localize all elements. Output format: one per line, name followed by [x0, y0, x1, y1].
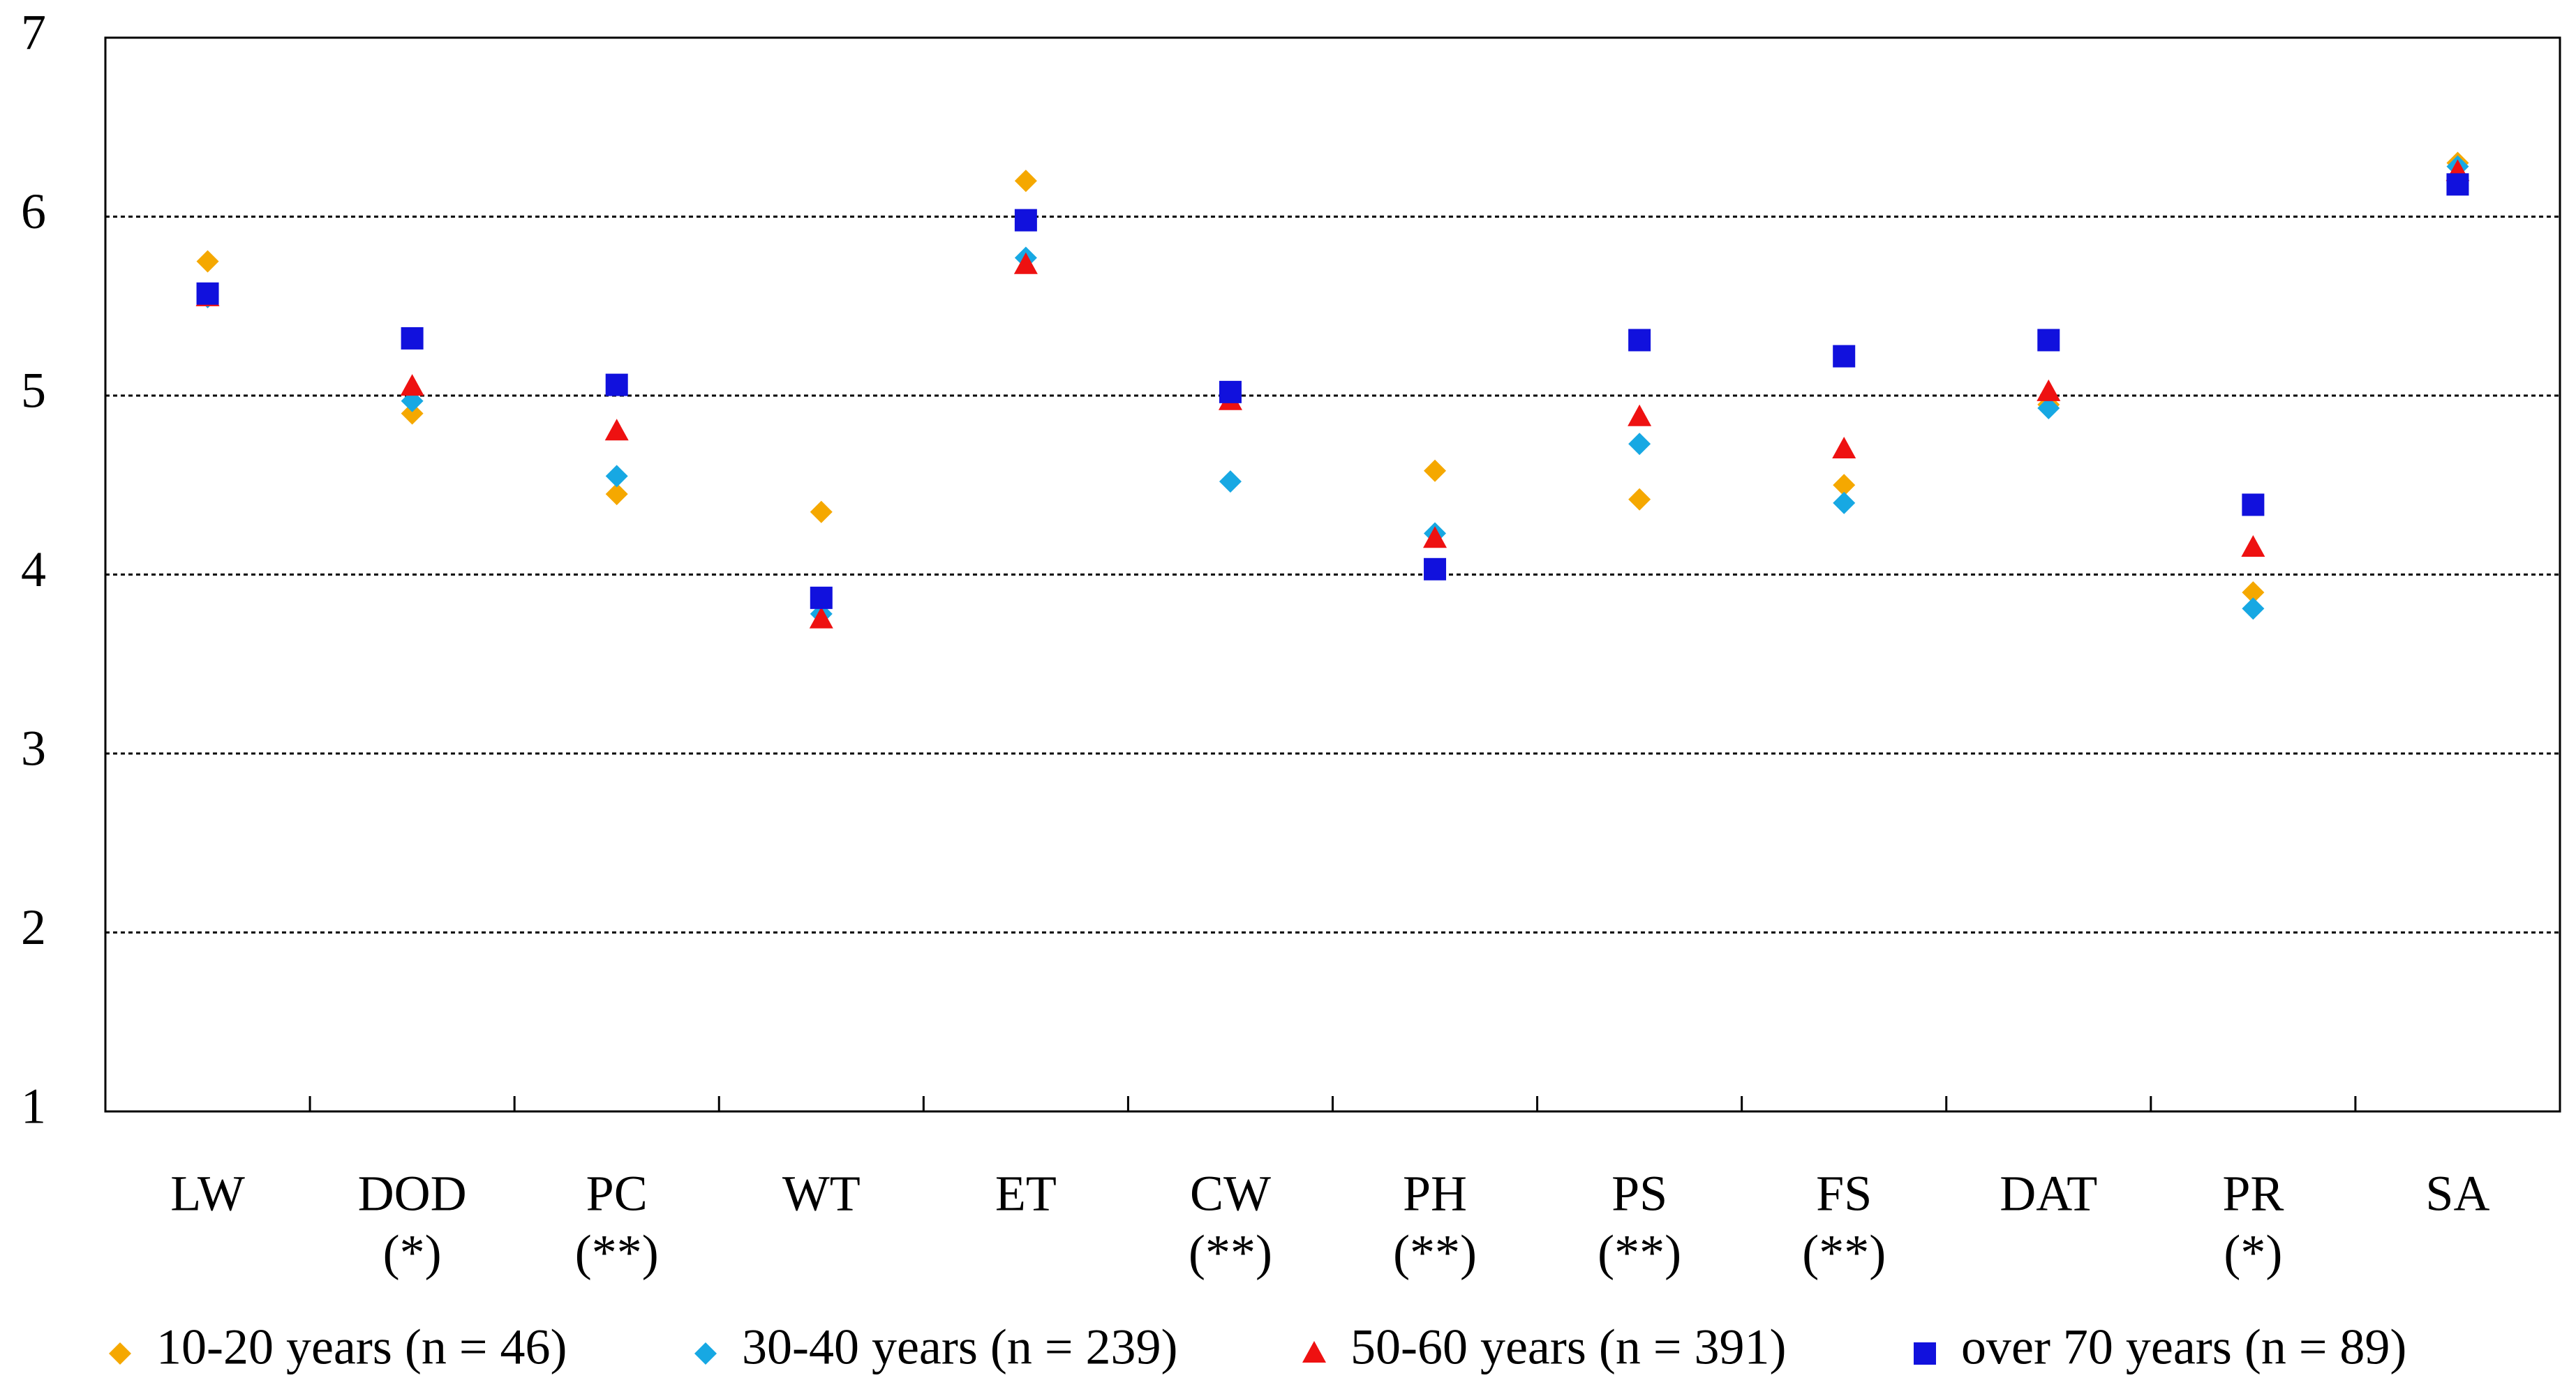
significance-label: (*) — [2224, 1225, 2282, 1281]
marker — [810, 586, 833, 609]
significance-label: (*) — [383, 1225, 442, 1281]
y-tick-label: 5 — [21, 363, 46, 419]
marker — [401, 402, 424, 425]
marker — [1833, 491, 1856, 514]
significance-label: (**) — [1189, 1225, 1272, 1281]
marker — [1628, 404, 1652, 426]
marker — [2242, 581, 2265, 604]
x-tick-label: PR — [2222, 1166, 2284, 1222]
marker — [1424, 459, 1447, 482]
legend-label: 30-40 years (n = 239) — [742, 1319, 1177, 1375]
marker — [2037, 379, 2061, 401]
legend-label: 50-60 years (n = 391) — [1350, 1319, 1786, 1375]
y-tick-label: 1 — [21, 1079, 46, 1134]
x-tick-label: SA — [2425, 1166, 2489, 1222]
marker — [196, 282, 219, 305]
legend-label: over 70 years (n = 89) — [1961, 1319, 2406, 1375]
marker — [400, 374, 424, 396]
marker — [401, 327, 424, 350]
marker — [2037, 329, 2060, 352]
marker — [1014, 170, 1037, 193]
significance-label: (**) — [1598, 1225, 1681, 1281]
legend-marker — [1914, 1342, 1936, 1365]
marker — [809, 606, 833, 629]
legend-marker — [1302, 1341, 1326, 1363]
marker — [605, 465, 628, 488]
marker — [2037, 396, 2060, 419]
marker — [1219, 470, 1242, 493]
x-tick-label: DOD — [358, 1166, 467, 1222]
plot-frame — [104, 36, 2561, 1113]
marker — [2241, 535, 2265, 557]
significance-label: (**) — [1393, 1225, 1477, 1281]
marker — [196, 250, 219, 273]
marker — [1628, 488, 1651, 511]
marker — [1014, 209, 1037, 232]
marker — [1833, 474, 1856, 497]
marker — [810, 500, 833, 523]
x-tick-label: FS — [1816, 1166, 1872, 1222]
x-tick-label: CW — [1190, 1166, 1271, 1222]
x-tick-label: LW — [170, 1166, 245, 1222]
y-tick-label: 2 — [21, 899, 46, 955]
y-tick-label: 3 — [21, 721, 46, 777]
marker — [1219, 380, 1242, 403]
marker — [1013, 252, 1038, 274]
marker — [605, 373, 628, 396]
legend-marker — [694, 1342, 717, 1365]
significance-label: (**) — [1802, 1225, 1886, 1281]
x-tick-label: PC — [586, 1166, 648, 1222]
y-tick-label: 4 — [21, 541, 46, 597]
marker — [1832, 436, 1856, 458]
marker — [1628, 329, 1651, 352]
marker — [1628, 433, 1651, 456]
marker — [2446, 173, 2469, 196]
marker — [1423, 526, 1447, 548]
marker — [2242, 493, 2265, 516]
y-tick-label: 6 — [21, 183, 46, 239]
marker — [604, 419, 629, 441]
marker — [1833, 345, 1856, 368]
significance-label: (**) — [575, 1225, 659, 1281]
legend-label: 10-20 years (n = 46) — [156, 1319, 567, 1375]
x-tick-label: ET — [995, 1166, 1057, 1222]
marker — [1424, 557, 1447, 580]
y-tick-label: 7 — [21, 5, 46, 61]
x-tick-label: PS — [1611, 1166, 1667, 1222]
x-tick-label: DAT — [2000, 1166, 2097, 1222]
legend-marker — [109, 1342, 131, 1365]
marker — [605, 483, 628, 506]
x-tick-label: PH — [1403, 1166, 1467, 1222]
x-tick-label: WT — [782, 1166, 861, 1222]
marker — [2242, 597, 2265, 620]
